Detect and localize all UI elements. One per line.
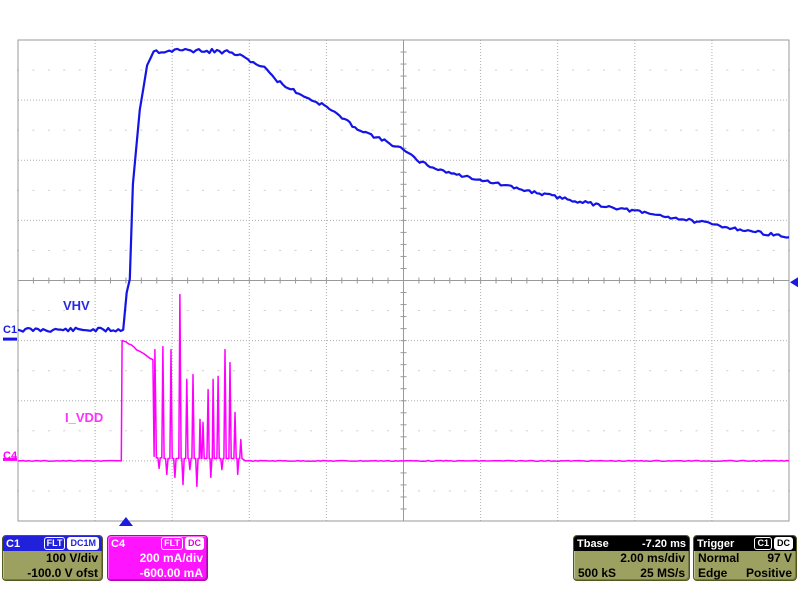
time-per-div: 2.00 ms/div [620,551,685,565]
c1-offset-value: -100.0 V ofst [27,566,98,580]
c1-coupling-badge: DC1M [67,537,99,550]
timebase-panel[interactable]: Tbase -7.20 ms 2.00 ms/div 500 kS 25 MS/… [573,535,690,581]
trigger-source-badge: C1 [754,537,772,550]
c1-zero-marker[interactable] [3,337,17,341]
c4-axis-marker-label[interactable]: C4 [3,450,18,462]
timebase-header: Tbase -7.20 ms [574,536,689,551]
graticule-border [17,39,790,522]
c1-panel-header: C1 FLT DC1M [3,536,102,551]
trace-label-ivdd[interactable]: I_VDD [65,410,103,425]
trigger-type: Edge [698,566,728,580]
channel-panel-c1[interactable]: C1 FLT DC1M 100 V/div -100.0 V ofst [2,535,103,581]
c4-panel-title: C4 [111,537,126,550]
sample-count: 500 kS [578,566,617,580]
timebase-title: Tbase [577,537,609,550]
trigger-level-marker[interactable] [790,277,798,288]
trigger-time-marker[interactable] [118,517,133,526]
trigger-mode: Normal [698,551,740,565]
c1-volts-per-div: 100 V/div [45,551,98,565]
c1-panel-title: C1 [6,537,21,550]
c1-axis-marker-label[interactable]: C1 [3,324,17,336]
trigger-panel[interactable]: Trigger C1 DC Normal 97 V Edge Positive [693,535,797,581]
c4-zero-marker[interactable] [3,457,17,461]
c4-coupling-badge: DC [185,537,204,550]
trigger-coupling-badge: DC [774,537,793,550]
c1-trace [18,47,789,333]
trigger-header: Trigger C1 DC [694,536,796,551]
channel-panel-c4[interactable]: C4 FLT DC 200 mA/div -600.00 mA [107,535,208,581]
trigger-slope: Positive [745,566,792,580]
timebase-delay-value: -7.20 ms [641,537,686,550]
c4-amps-per-div: 200 mA/div [139,551,203,565]
sample-rate: 25 MS/s [640,566,685,580]
c4-filter-badge: FLT [161,537,183,550]
trace-label-vhv[interactable]: VHV [63,298,90,313]
c4-panel-header: C4 FLT DC [108,536,207,551]
c1-filter-badge: FLT [43,537,66,550]
c4-offset-value: -600.00 mA [139,566,203,580]
trigger-title: Trigger [697,537,735,550]
c4-trace [18,293,789,488]
trigger-level: 97 V [767,551,792,565]
